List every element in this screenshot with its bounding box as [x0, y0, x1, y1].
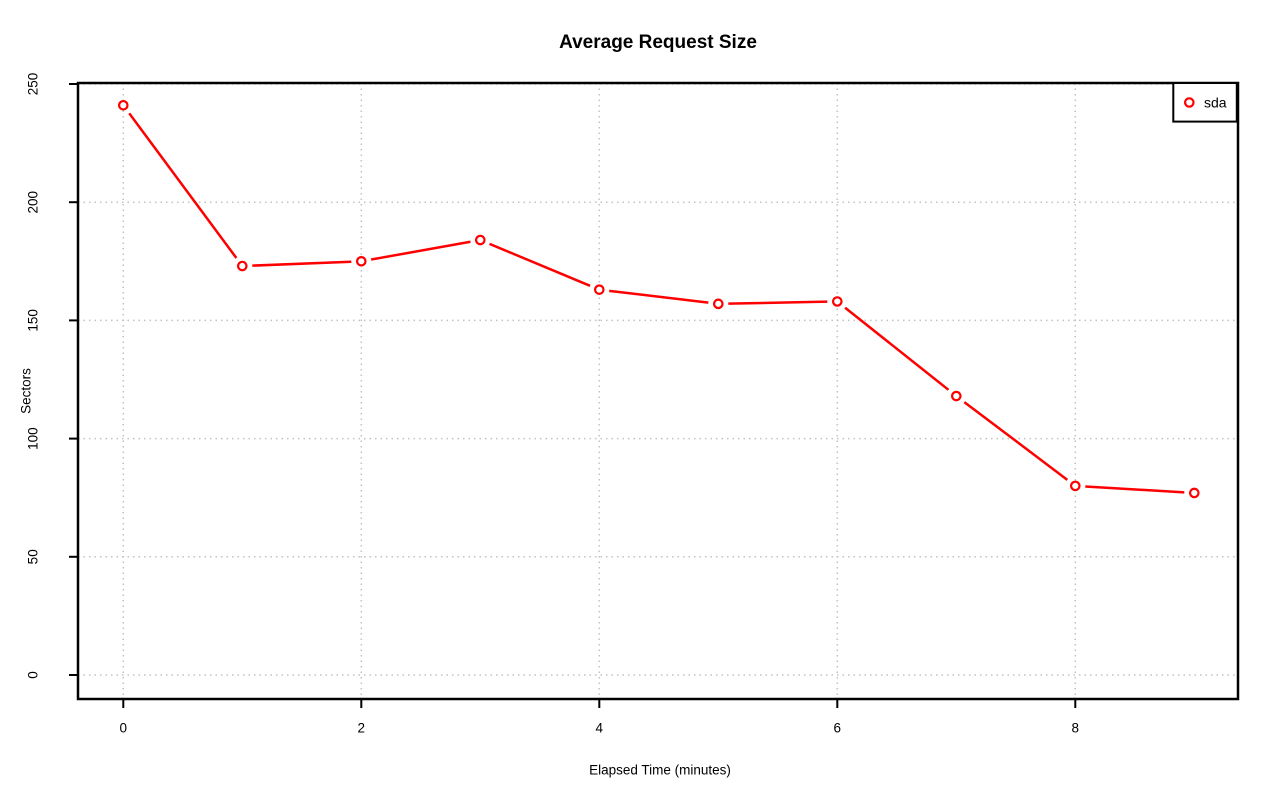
plot-render-layer: 0 2 4 6 8 0 50 100 150 200 250: [26, 73, 1240, 736]
legend: sda: [1172, 82, 1238, 123]
x-tick-label: 8: [1072, 721, 1080, 736]
data-line-segment: [252, 260, 352, 267]
x-axis-title: Elapsed Time (minutes): [589, 763, 731, 778]
data-line-segment: [128, 112, 238, 259]
x-tick-label: 0: [120, 721, 128, 736]
chart-title: Average Request Size: [559, 32, 757, 53]
data-point: [831, 296, 843, 307]
data-line-segment: [963, 401, 1069, 481]
legend-entry-label: sda: [1204, 94, 1227, 110]
y-tick-label: 100: [26, 427, 41, 450]
y-tick-label: 200: [26, 191, 41, 214]
data-point: [1070, 480, 1081, 492]
y-tick-label: 150: [26, 309, 41, 332]
data-line-segment: [1085, 485, 1185, 494]
x-tick-label: 6: [834, 721, 842, 736]
y-axis-title: Sectors: [19, 368, 34, 414]
y-tick-label: 250: [26, 73, 41, 96]
x-tick-label: 4: [596, 721, 604, 736]
data-point: [950, 390, 962, 402]
y-tick-label: 50: [26, 549, 41, 564]
x-tick-label: 2: [358, 721, 366, 736]
data-point: [355, 255, 367, 267]
data-point: [593, 284, 605, 295]
y-tick-label: 0: [26, 671, 41, 679]
data-point: [237, 260, 248, 272]
data-line-segment: [370, 240, 471, 261]
legend-marker-icon: [1184, 97, 1195, 108]
data-line-segment: [844, 306, 950, 391]
data-line-segment: [609, 289, 709, 304]
legend-box: [1172, 82, 1238, 123]
data-point: [712, 298, 724, 310]
data-point: [1189, 487, 1200, 499]
data-line-segment: [728, 300, 828, 305]
plot-frame: [76, 81, 1240, 701]
data-point: [474, 234, 486, 246]
data-line-segment: [489, 242, 591, 287]
data-point: [118, 99, 129, 111]
